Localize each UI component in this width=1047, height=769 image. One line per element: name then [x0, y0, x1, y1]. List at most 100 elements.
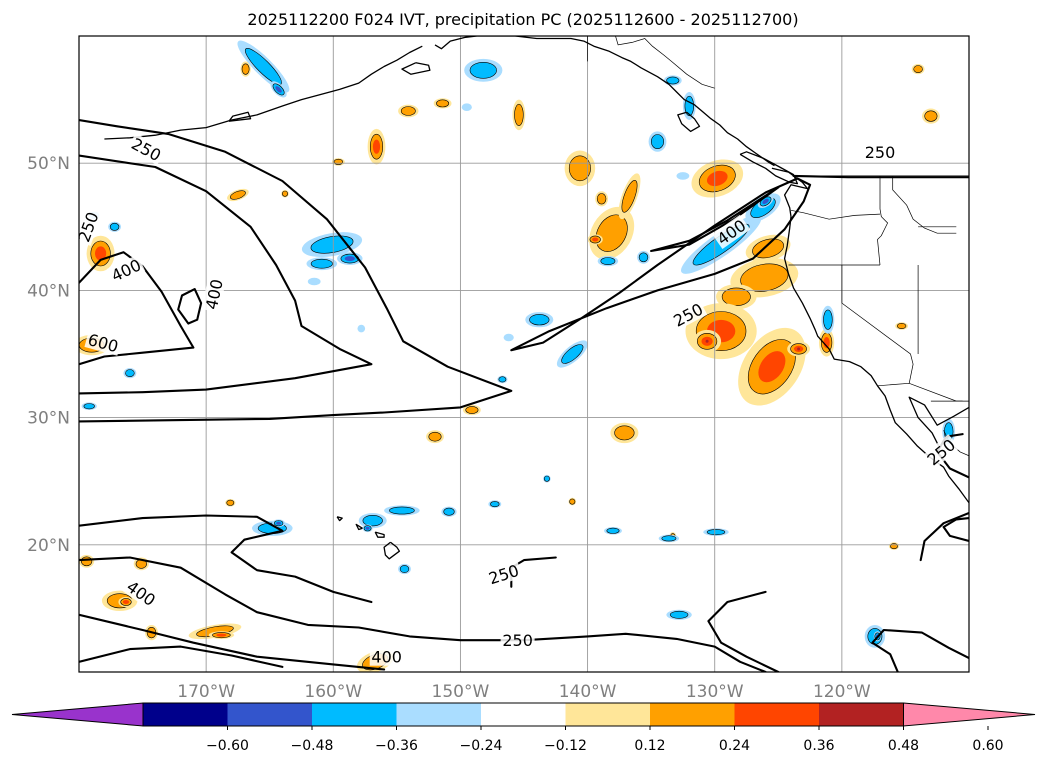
precip-region: [461, 103, 472, 111]
lat-tick-label: 50°N: [27, 154, 70, 174]
precip-band: [600, 257, 616, 266]
precip-band: [924, 110, 938, 122]
precip-band: [461, 103, 472, 111]
precip-region: [819, 328, 835, 357]
lat-tick-label: 20°N: [27, 536, 70, 556]
lon-tick-label: 120°W: [813, 682, 871, 702]
precip-band: [241, 63, 250, 75]
precip-band: [706, 529, 726, 536]
colorbar-tick-label: 0.60: [972, 738, 1003, 754]
precip-region: [463, 404, 481, 416]
precip-band: [333, 158, 344, 165]
precip-region: [512, 99, 526, 131]
precip-band: [543, 475, 550, 482]
precip-region: [595, 191, 608, 207]
precip-band: [651, 134, 664, 150]
ivt-contour-label-group: 250: [863, 142, 897, 162]
precip-band: [762, 198, 769, 205]
ivt-contour-line: [79, 514, 373, 604]
colorbar-tick-label: −0.12: [544, 738, 587, 754]
ivt-label-backdrop: [369, 647, 404, 666]
precip-band: [281, 190, 289, 197]
ivt-contour-line: [942, 517, 969, 543]
lat-tick-label: 30°N: [27, 409, 70, 429]
precip-region: [108, 221, 121, 232]
precip-region: [543, 474, 551, 483]
precip-region: [589, 206, 635, 260]
precip-region: [441, 506, 457, 517]
ivt-contour-line: [79, 645, 284, 668]
precip-region: [693, 329, 722, 353]
ivt-label-backdrop: [106, 254, 146, 286]
precip-region: [663, 75, 682, 86]
colorbar-bin: [734, 703, 820, 726]
precip-region: [821, 305, 835, 334]
precip-band: [498, 376, 507, 383]
precip-region: [426, 430, 444, 444]
precip-band: [514, 103, 524, 126]
precip-band: [797, 347, 801, 351]
precip-band: [275, 86, 282, 93]
border-line: [892, 175, 957, 234]
coastline: [908, 396, 969, 446]
precip-band: [676, 172, 690, 180]
precip-band: [823, 309, 833, 330]
ivt-label-backdrop: [863, 142, 897, 161]
ivt-contour-label-group: 400: [369, 647, 404, 667]
coastlines: [104, 36, 969, 560]
precip-band: [95, 246, 107, 261]
lon-tick-label: 170°W: [177, 682, 235, 702]
precip-band: [226, 499, 235, 506]
colorbar-bin: [143, 703, 228, 726]
colorbar-bin: [396, 703, 482, 726]
precip-band: [913, 65, 923, 73]
precip-band: [606, 527, 620, 534]
precip-region: [281, 189, 289, 198]
precip-region: [568, 497, 577, 506]
precip-region: [358, 513, 387, 529]
ivt-contour-label: 250: [865, 143, 896, 162]
precip-region: [86, 235, 115, 272]
colorbar-bin: [819, 703, 904, 726]
ivt-label-backdrop: [127, 133, 166, 166]
precip-band: [596, 193, 607, 205]
precip-band: [443, 507, 455, 516]
ivt-contour-line: [79, 154, 373, 395]
precip-region: [362, 524, 373, 533]
colorbar-tick-label: 0.36: [803, 738, 834, 754]
precip-region: [398, 563, 411, 575]
precip-region: [237, 40, 290, 93]
precip-band: [357, 324, 366, 333]
precip-band: [109, 222, 120, 231]
coastline: [374, 531, 385, 538]
colorbar-bin: [565, 703, 651, 726]
precip-region: [703, 528, 729, 536]
coastline: [104, 45, 423, 140]
ivt-contour-label: 400: [371, 648, 402, 667]
precip-band: [621, 180, 638, 213]
precip-band: [428, 431, 442, 442]
precip-band: [561, 344, 584, 364]
precip-band: [705, 339, 709, 343]
precip-band: [568, 155, 591, 182]
precip-region: [81, 402, 97, 410]
precip-region: [787, 341, 810, 357]
precip-band: [529, 314, 550, 326]
colorbar-tick-label: −0.36: [375, 738, 418, 754]
precip-region: [911, 64, 925, 75]
precip-region: [922, 108, 940, 124]
precip-band: [721, 287, 751, 306]
precip-band: [758, 351, 786, 383]
precip-band: [469, 62, 497, 79]
precip-band: [372, 139, 381, 154]
precip-band: [122, 600, 130, 604]
lon-tick-label: 130°W: [686, 682, 744, 702]
lon-tick-label: 160°W: [304, 682, 362, 702]
coastline: [355, 523, 363, 531]
precip-region: [357, 324, 366, 333]
colorbar-bin: [481, 703, 566, 726]
precip-band: [400, 106, 416, 116]
map-frame: [78, 35, 970, 673]
colorbar-tick-label: 0.12: [634, 738, 665, 754]
